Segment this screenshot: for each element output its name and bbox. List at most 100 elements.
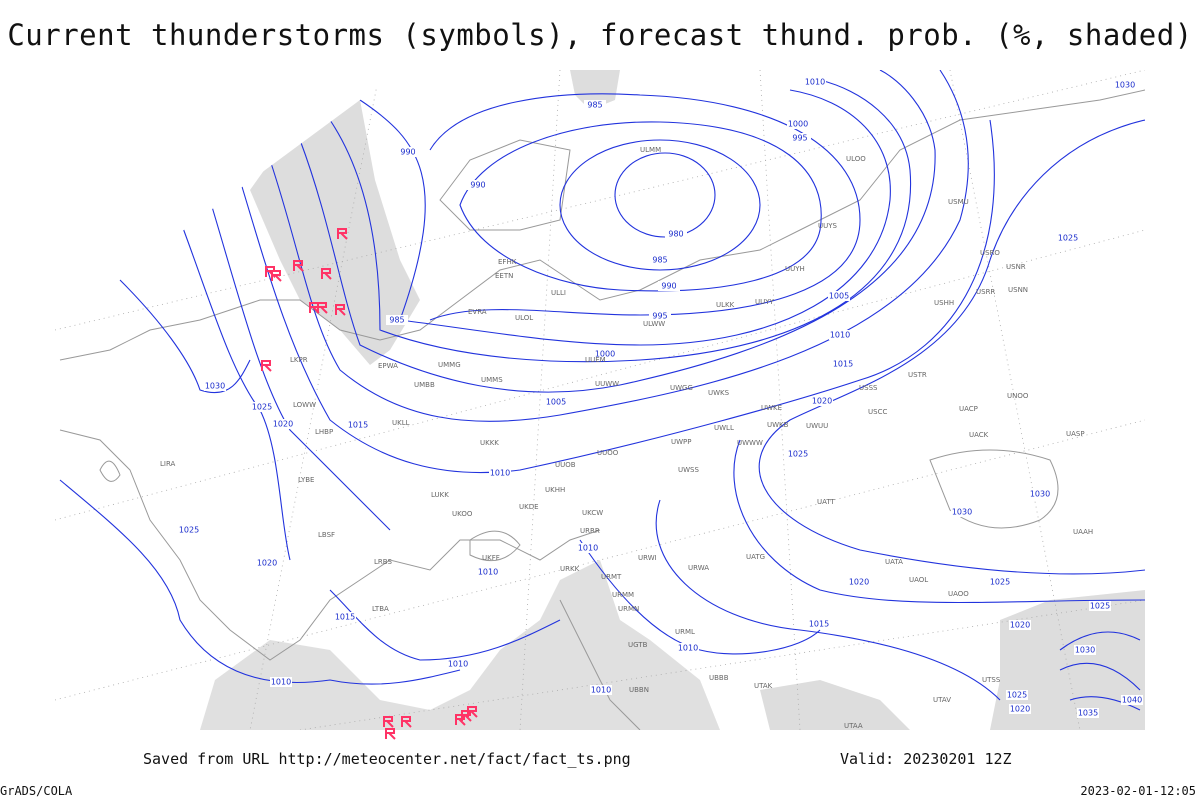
station-code: UACK: [969, 431, 989, 439]
station-code: EFHK: [498, 258, 517, 266]
label-bg: [832, 359, 854, 369]
isobar-label: 1010: [591, 686, 611, 695]
label-bg: [477, 567, 499, 577]
station-code: UUOO: [597, 449, 619, 457]
label-bg: [677, 643, 699, 653]
label-bg: [828, 291, 850, 301]
isobar-label: 1010: [448, 660, 468, 669]
isobar-label: 1035: [1078, 709, 1098, 718]
label-bg: [1074, 645, 1096, 655]
label-bg: [1114, 80, 1136, 90]
isobar-label: 1025: [179, 526, 199, 535]
station-code: LRBS: [374, 558, 392, 566]
isobar-label: 985: [587, 101, 602, 110]
isobar-label: 995: [652, 312, 667, 321]
station-code: USTR: [908, 371, 927, 379]
label-bg: [270, 677, 292, 687]
station-code: UGTB: [628, 641, 648, 649]
station-code: UWKB: [767, 421, 789, 429]
isobar-label: 1015: [335, 613, 355, 622]
station-code: UTAV: [933, 696, 951, 704]
isobar-label: 1010: [830, 331, 850, 340]
isobar-label: 990: [661, 282, 676, 291]
label-bg: [447, 659, 469, 669]
station-code: UKDE: [519, 503, 539, 511]
station-code: UMMS: [481, 376, 503, 384]
thunderstorm-symbol: [401, 716, 412, 728]
station-code: UMBB: [414, 381, 435, 389]
station-code: LIRA: [160, 460, 176, 468]
station-code: LHBP: [315, 428, 333, 436]
station-code: UKCW: [582, 509, 603, 517]
isobar-label: 1005: [829, 292, 849, 301]
thunderstorm-symbol: [261, 360, 272, 372]
label-bg: [1121, 695, 1143, 705]
label-bg: [489, 468, 511, 478]
isobar-label: 1030: [1030, 490, 1050, 499]
station-code: USSS: [859, 384, 878, 392]
station-code: UUOB: [555, 461, 576, 469]
label-bg: [204, 381, 226, 391]
station-code: UUYS: [818, 222, 838, 230]
station-code: LOWW: [293, 401, 316, 409]
isobar-label: 1010: [805, 78, 825, 87]
label-bg: [1089, 601, 1111, 611]
station-code: UKOO: [452, 510, 473, 518]
label-bg: [1006, 690, 1028, 700]
isobar-label: 980: [668, 230, 683, 239]
isobar-label: 1025: [252, 403, 272, 412]
thunderstorm-symbol: [317, 302, 328, 314]
label-bg: [787, 449, 809, 459]
station-code: URMN: [618, 605, 639, 613]
label-bg: [1077, 708, 1099, 718]
label-bg: [848, 577, 870, 587]
isobar-labels: 985 990 990 980 985 990 995 985 1000 1005 1010 1015…: [178, 77, 1143, 718]
station-code: UWKE: [761, 404, 782, 412]
station-code: UBBB: [709, 674, 729, 682]
station-code: ULWW: [643, 320, 665, 328]
label-bg: [594, 349, 616, 359]
station-code: USRO: [980, 249, 1000, 257]
station-code: URWA: [688, 564, 709, 572]
station-code: URMT: [601, 573, 622, 581]
station-code: UAOO: [948, 590, 969, 598]
station-code: URKK: [560, 565, 580, 573]
source-url: Saved from URL http://meteocenter.net/fa…: [143, 750, 631, 768]
station-code: LYBE: [298, 476, 314, 484]
station-code: LBSF: [318, 531, 335, 539]
label-bg: [334, 612, 356, 622]
station-code: UKKK: [480, 439, 499, 447]
station-code: UATA: [885, 558, 903, 566]
label-bg: [577, 543, 599, 553]
isobar-label: 1020: [849, 578, 869, 587]
timestamp: 2023-02-01-12:05: [1080, 784, 1196, 798]
station-code: ULOO: [846, 155, 866, 163]
station-code: UWWW: [737, 439, 763, 447]
thunderstorm-symbol: [337, 228, 348, 240]
station-code: UUWW: [595, 380, 619, 388]
station-code: URRR: [580, 527, 600, 535]
thunderstorm-symbol: [383, 716, 394, 728]
label-bg: [178, 525, 200, 535]
station-code: USRR: [976, 288, 995, 296]
station-code: UATT: [817, 498, 836, 506]
station-code: UAAH: [1073, 528, 1093, 536]
isobar-label: 1025: [788, 450, 808, 459]
station-code: UUYH: [785, 265, 805, 273]
station-code: UWUU: [806, 422, 828, 430]
isobar-label: 1025: [990, 578, 1010, 587]
isobar-label: 1030: [952, 508, 972, 517]
label-bg: [386, 315, 408, 325]
station-code: ULOL: [515, 314, 533, 322]
isobar-label: 1015: [809, 620, 829, 629]
station-code: URMM: [612, 591, 634, 599]
label-bg: [789, 133, 811, 143]
label-bg: [397, 147, 419, 157]
isobar-label: 995: [792, 134, 807, 143]
station-code: USNN: [1008, 286, 1028, 294]
isobar-label: 1010: [478, 568, 498, 577]
isobar-label: 1005: [546, 398, 566, 407]
label-bg: [811, 396, 833, 406]
isobar-label: 1025: [1090, 602, 1110, 611]
